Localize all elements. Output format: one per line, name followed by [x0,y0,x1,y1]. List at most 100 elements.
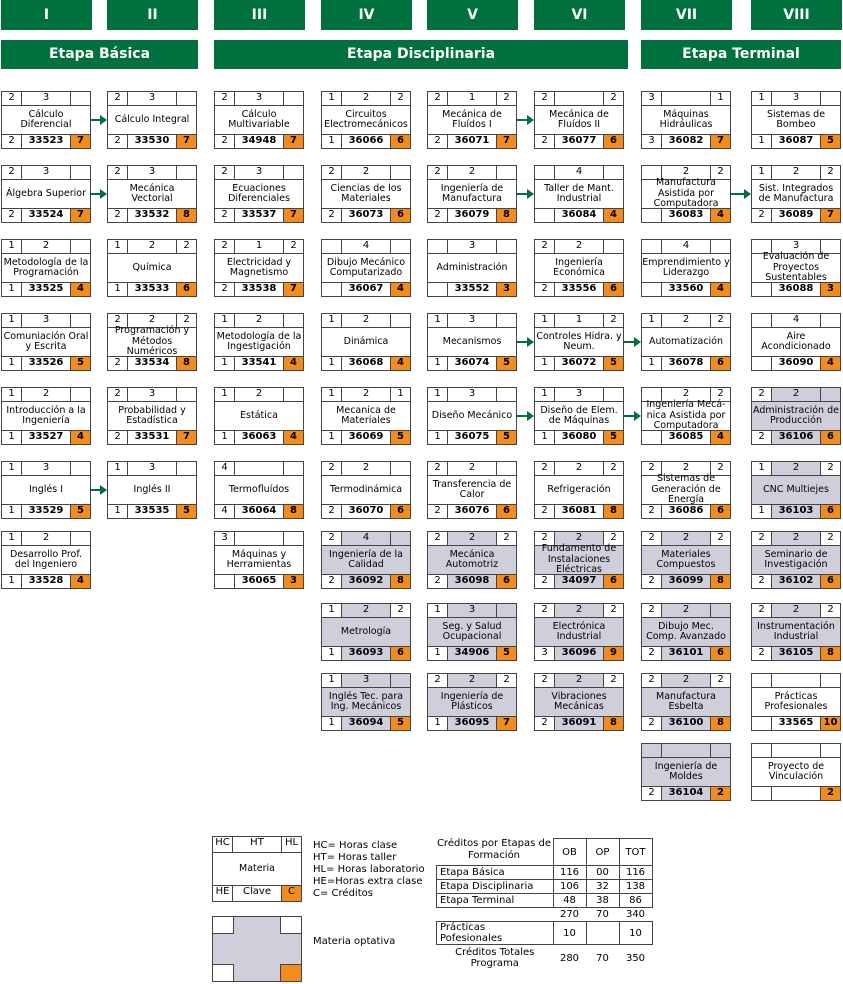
subject-card[interactable]: 1 2 2 Sist. Integrados de Manufactura 2 36089… [751,165,841,223]
subject-credits: 8 [176,208,196,222]
credits-total: 350 [625,952,646,964]
subject-card[interactable]: 1 2 Metodología de la Ingestigación 1 33541 4 [214,313,304,371]
subject-card[interactable]: 2 2 2 Manufactura Esbelta 2 36100 8 [641,673,731,731]
subject-card[interactable]: 1 3 Comuniación Oral y Escrita 1 33526 5 [1,313,91,371]
subject-card[interactable]: 2 3 Ecuaciones Diferenciales 2 33537 7 [214,165,304,223]
subject-card[interactable]: 2 2 2 Ingeniería de Plásticos 1 36095 7 [427,673,517,731]
subject-card[interactable]: 2 2 2 Seminario de Investigación 2 36102 6 [751,531,841,589]
subject-card[interactable]: 2 2 Administración de Producción 2 36106 6 [751,387,841,445]
subject-name: Seg. y Salud Ocupacional [442,620,502,642]
subject-card[interactable]: 2 2 2 Vibraciones Mecánicas 2 36091 8 [534,673,624,731]
subject-card[interactable]: 2 2 Ciencias de los Materiales 2 36073 6 [321,165,411,223]
stage-header: Etapa Terminal [641,40,841,69]
subject-card[interactable]: 2 2 2 Sistemas de Generación de Energía 2 360… [641,461,731,519]
subject-card[interactable]: 2 3 Mecánica Vectorial 2 33532 8 [107,165,197,223]
subject-card[interactable]: 1 2 Introducción a la Ingeniería 1 33527 4 [1,387,91,445]
subject-card[interactable]: 1 2 2 Química 1 33533 6 [107,239,197,297]
subject-card[interactable]: 2 1 2 Electricidad y Magnetismo 2 33538 7 [214,239,304,297]
subject-name: Máquinas y Herramientas [226,548,292,570]
subject-credits: 10 [820,716,840,730]
subject-card[interactable]: 4 Termofluídos 4 36064 8 [214,461,304,519]
subject-card[interactable]: 2 2 2 Fundamento de Instalaciones Eléctrica… [534,531,624,589]
hours-workshop: 4 [662,240,710,254]
subject-card[interactable]: 2 2 Manufactura Asistida por Computadora 36… [641,165,731,223]
subject-name: Mecánica de Fluídos I [442,108,502,130]
subject-card[interactable]: 2 2 2 Mecánica Automotriz 2 36098 6 [427,531,517,589]
subject-card[interactable]: 3 Máquinas y Herramientas 36065 3 [214,531,304,589]
hours-workshop: 4 [772,314,820,328]
hours-workshop: 3 [22,166,70,180]
subject-card[interactable]: 1 2 2 Automatización 1 36078 6 [641,313,731,371]
subject-card[interactable]: 2 3 Álgebra Superior 2 33524 7 [1,165,91,223]
subject-card[interactable]: 2 2 2 Instrumentación Industrial 2 36105 8 [751,603,841,661]
subject-card[interactable]: 2 1 2 Mecánica de Fluídos I 2 36071 7 [427,91,517,149]
subject-card[interactable]: 2 2 Ingeniería Económica 2 33556 6 [534,239,624,297]
subject-card[interactable]: 2 2 Mecánica de Fluídos II 2 36077 6 [534,91,624,149]
hours-class: 2 [642,674,662,688]
hours-class: 1 [108,462,128,476]
subject-card[interactable]: 1 2 2 CNC Multiejes 1 36103 6 [751,461,841,519]
subject-card[interactable]: 1 2 Estática 1 36063 4 [214,387,304,445]
subject-card[interactable]: 1 3 Diseño de Elem. de Máquinas 1 36080 5 [534,387,624,445]
credits-row-label: Etapa Terminal [436,893,554,908]
subject-card[interactable]: 2 2 2 Materiales Compuestos 2 36099 8 [641,531,731,589]
subject-card[interactable]: 3 1 Máquinas Hidráulicas 3 36082 7 [641,91,731,149]
subject-card[interactable]: 2 4 Ingeniería de la Calidad 2 36092 8 [321,531,411,589]
hours-extra: 1 [322,716,342,730]
subject-card[interactable]: 2 2 Transferencia de Calor 2 36076 6 [427,461,517,519]
subject-name: Ingeniería de Manufactura [440,182,504,204]
subject-card[interactable]: 4 Aire Acondicionado 36090 4 [751,313,841,371]
subject-card[interactable]: 2 2 Termodinámica 2 36070 6 [321,461,411,519]
subject-card[interactable]: 1 3 Inglés II 1 33535 5 [107,461,197,519]
hours-class: 2 [535,462,555,476]
subject-card[interactable]: 4 Emprendimiento y Liderazgo 33560 4 [641,239,731,297]
subject-card[interactable]: 1 2 Metodología de la Programación 1 33525 4 [1,239,91,297]
subject-name: Mecanismos [442,335,502,347]
subject-card[interactable]: Proyecto de Vinculación 2 [751,743,841,801]
subject-code: 33525 [22,282,70,296]
subject-card[interactable]: 3 Administración 33552 3 [427,239,517,297]
subject-card[interactable]: 1 3 Inglés Tec. para Ing. Mecánicos 1 36094 5 [321,673,411,731]
subject-credits: 6 [176,282,196,296]
subject-card[interactable]: 1 3 Mecanismos 1 36074 5 [427,313,517,371]
hours-extra: 2 [428,208,448,222]
subject-card[interactable]: 4 Dibujo Mecánico Computarizado 36067 4 [321,239,411,297]
subject-card[interactable]: Prácticas Profesionales 33565 10 [751,673,841,731]
subject-card[interactable]: 2 2 Ingeniería Mecá-nica Asistida por Comp… [641,387,731,445]
subject-card[interactable]: 2 2 Dibujo Mec. Comp. Avanzado 2 36101 6 [641,603,731,661]
hours-lab: 2 [603,674,623,688]
subject-name: Introducción a la Ingeniería [6,404,86,426]
subject-code: 36100 [662,716,710,730]
subject-card[interactable]: 1 3 Inglés I 1 33529 5 [1,461,91,519]
hours-extra: 2 [322,208,342,222]
subject-card[interactable]: 2 2 2 Refrigeración 2 36081 8 [534,461,624,519]
subject-card[interactable]: 1 1 2 Controles Hidra. y Neum. 1 36072 5 [534,313,624,371]
subject-card[interactable]: 1 3 Seg. y Salud Ocupacional 1 34906 5 [427,603,517,661]
subject-card[interactable]: 2 3 Cálculo Diferencial 2 33523 7 [1,91,91,149]
hours-class [752,674,772,688]
subject-card[interactable]: 2 2 2 Programación y Métodos Numéricos 2 3353… [107,313,197,371]
subject-card[interactable]: 2 2 2 Electrónica Industrial 3 36096 9 [534,603,624,661]
subject-card[interactable]: Ingeniería de Moldes 2 36104 2 [641,743,731,801]
subject-card[interactable]: 1 3 Sistemas de Bombeo 1 36087 5 [751,91,841,149]
subject-card[interactable]: 1 2 2 Circuitos Electromecánicos 1 36066 6 [321,91,411,149]
subject-card[interactable]: 1 3 Diseño Mecánico 1 36075 5 [427,387,517,445]
subject-card[interactable]: 1 2 Dinámica 1 36068 4 [321,313,411,371]
subject-credits: 4 [390,282,410,296]
subject-card[interactable]: 2 2 Ingeniería de Manufactura 2 36079 8 [427,165,517,223]
subject-card[interactable]: 3 Evaluación de Proyectos Sustentables 360… [751,239,841,297]
subject-card[interactable]: 2 3 Cálculo Integral 2 33530 7 [107,91,197,149]
subject-code: 33531 [128,430,176,444]
subject-card[interactable]: 2 3 Cálculo Multivariable 2 34948 7 [214,91,304,149]
legend-optional-label: Materia optativa [313,936,396,947]
subject-card[interactable]: 1 2 2 Metrología 1 36093 6 [321,603,411,661]
subject-code: 36093 [342,646,390,660]
hours-lab [603,388,623,402]
subject-card[interactable]: 4 Taller de Mant. Industrial 36084 4 [534,165,624,223]
subject-card[interactable]: 2 3 Probabilidad y Estadística 2 33531 7 [107,387,197,445]
subject-card[interactable]: 1 2 1 Mecanica de Materiales 1 36069 5 [321,387,411,445]
subject-name: Ingeniería Económica [553,256,605,278]
subject-card[interactable]: 1 2 Desarrollo Prof. del Ingeniero 1 33528 4 [1,531,91,589]
hours-extra: 2 [535,504,555,518]
hours-extra: 1 [322,430,342,444]
